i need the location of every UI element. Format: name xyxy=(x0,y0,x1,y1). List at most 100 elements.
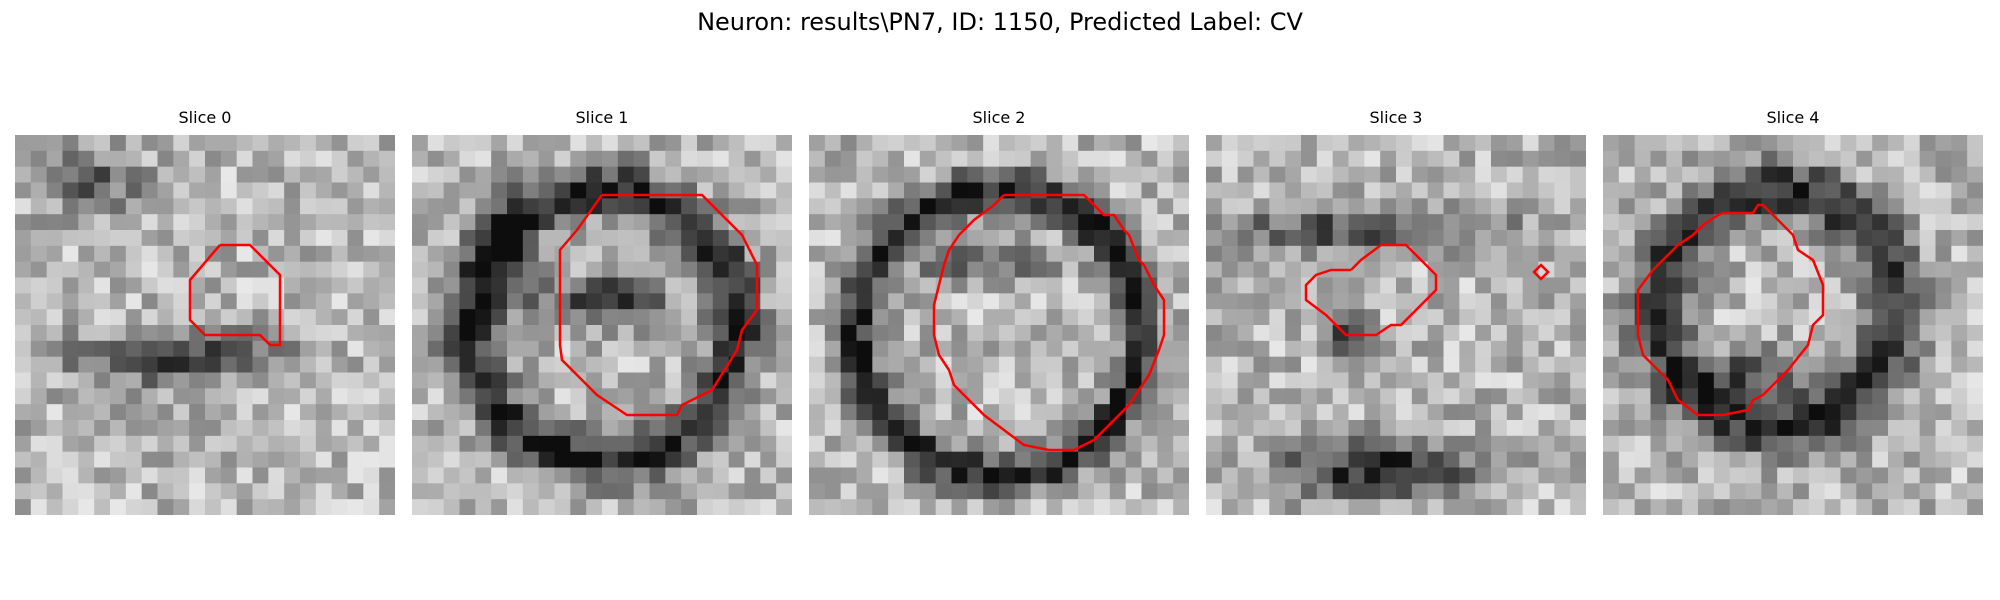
pixel xyxy=(1411,499,1429,515)
pixel xyxy=(157,198,174,215)
pixel xyxy=(1078,356,1095,373)
pixel xyxy=(570,198,587,215)
pixel xyxy=(665,214,682,231)
pixel xyxy=(475,388,492,405)
pixel xyxy=(538,135,555,152)
pixel xyxy=(1824,340,1841,358)
pixel xyxy=(379,198,395,215)
pixel xyxy=(1903,245,1921,263)
pixel xyxy=(30,182,48,199)
pixel xyxy=(840,388,857,405)
pixel xyxy=(1285,277,1302,294)
pixel xyxy=(1745,135,1762,152)
pixel xyxy=(872,483,889,500)
pixel xyxy=(1173,451,1189,468)
pixel xyxy=(379,293,395,310)
pixel xyxy=(570,467,587,484)
pixel xyxy=(110,340,127,358)
pixel xyxy=(1364,230,1381,247)
pixel xyxy=(1030,499,1047,515)
pixel xyxy=(1030,182,1047,199)
pixel xyxy=(252,182,269,199)
pixel xyxy=(1030,356,1047,373)
pixel xyxy=(110,293,127,310)
pixel xyxy=(554,420,571,437)
pixel xyxy=(1237,261,1254,278)
pixel xyxy=(1285,467,1302,484)
pixel xyxy=(1396,309,1413,326)
pixel xyxy=(888,356,905,373)
pixel xyxy=(1157,499,1174,515)
pixel xyxy=(1237,182,1254,199)
pixel xyxy=(602,467,619,484)
pixel xyxy=(1793,372,1810,389)
pixel xyxy=(840,372,857,389)
pixel xyxy=(665,277,682,294)
pixel xyxy=(1682,293,1699,310)
pixel xyxy=(1301,135,1318,152)
pixel xyxy=(491,451,508,468)
pixel xyxy=(1935,245,1952,263)
pixel xyxy=(1411,214,1429,231)
pixel xyxy=(46,245,63,263)
pixel xyxy=(633,309,650,326)
pixel xyxy=(1475,214,1492,231)
panel-title-slice-2: Slice 2 xyxy=(972,108,1026,127)
pixel xyxy=(1459,245,1476,263)
pixel xyxy=(189,293,206,310)
pixel xyxy=(1062,277,1079,294)
pixel xyxy=(1078,499,1095,515)
pixel xyxy=(1522,499,1539,515)
pixel xyxy=(220,182,238,199)
pixel xyxy=(1840,166,1857,183)
pixel xyxy=(1793,420,1810,437)
pixel xyxy=(888,451,905,468)
pixel xyxy=(62,372,79,389)
pixel xyxy=(1301,245,1318,263)
pixel xyxy=(919,467,937,484)
pixel xyxy=(760,277,777,294)
pixel xyxy=(1872,483,1889,500)
pixel xyxy=(1364,325,1381,342)
pixel xyxy=(94,309,111,326)
pixel xyxy=(1682,150,1699,168)
pixel xyxy=(331,388,348,405)
pixel xyxy=(1396,372,1413,389)
pixel xyxy=(538,325,555,342)
pixel xyxy=(570,309,587,326)
pixel xyxy=(1522,404,1539,421)
pixel xyxy=(1396,277,1413,294)
pixel xyxy=(1650,293,1667,310)
pixel xyxy=(1570,150,1586,168)
pixel xyxy=(173,451,190,468)
pixel xyxy=(872,420,889,437)
pixel xyxy=(1141,150,1158,168)
pixel xyxy=(15,309,32,326)
pixel xyxy=(1793,435,1810,453)
pixel xyxy=(1157,467,1174,484)
pixel xyxy=(617,404,635,421)
pixel xyxy=(522,245,540,263)
pixel xyxy=(554,309,571,326)
pixel xyxy=(1348,150,1365,168)
pixel xyxy=(888,277,905,294)
pixel xyxy=(1332,245,1349,263)
pixel xyxy=(1078,483,1095,500)
pixel xyxy=(904,261,921,278)
pixel xyxy=(347,404,364,421)
pixel xyxy=(1570,340,1586,358)
pixel xyxy=(888,325,905,342)
pixel xyxy=(1157,420,1174,437)
pixel xyxy=(125,277,143,294)
pixel xyxy=(141,277,158,294)
pixel xyxy=(824,150,842,168)
pixel xyxy=(1109,325,1127,342)
pixel xyxy=(1046,309,1063,326)
pixel xyxy=(1206,166,1223,183)
pixel xyxy=(1634,435,1651,453)
pixel xyxy=(1618,150,1636,168)
pixel xyxy=(1269,309,1286,326)
pixel xyxy=(1046,388,1063,405)
pixel xyxy=(1332,182,1349,199)
pixel xyxy=(999,150,1016,168)
